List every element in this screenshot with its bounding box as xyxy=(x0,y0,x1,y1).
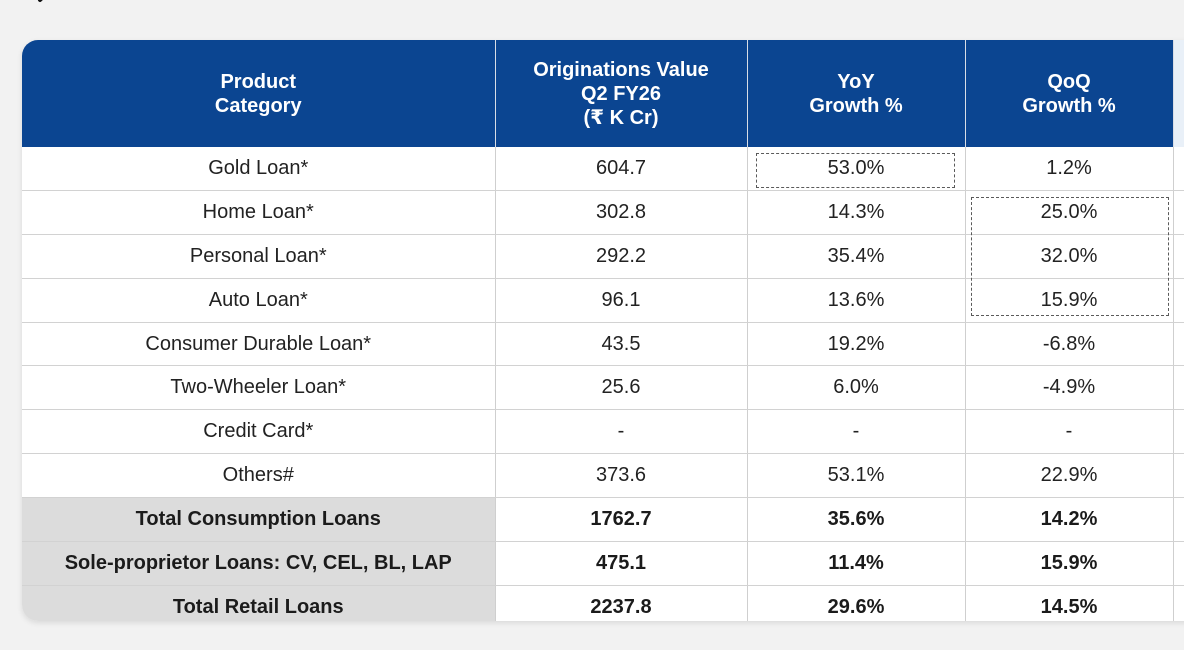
qoq-growth-cell: 15.9% xyxy=(965,278,1174,323)
qoq-growth-cell: 25.0% xyxy=(965,190,1174,235)
qoq-growth-cell: - xyxy=(965,409,1174,455)
table-row: Personal Loan* 292.2 35.4% 32.0% xyxy=(22,234,1184,279)
partial-column-cell xyxy=(1173,365,1184,411)
product-category-cell: Others# xyxy=(22,453,496,499)
originations-value-cell: 1762.7 xyxy=(495,497,748,543)
product-category-cell: Credit Card* xyxy=(22,409,496,455)
yoy-growth-cell: 29.6% xyxy=(747,585,966,621)
qoq-growth-cell: 1.2% xyxy=(965,147,1174,191)
yoy-growth-cell: - xyxy=(747,409,966,455)
header-yoy-growth: YoY Growth % xyxy=(747,40,966,147)
total-row: Sole-proprietor Loans: CV, CEL, BL, LAP … xyxy=(22,541,1184,586)
table-row: Gold Loan* 604.7 53.0% 1.2% xyxy=(22,147,1184,191)
yoy-growth-cell: 6.0% xyxy=(747,365,966,411)
total-label-cell: Total Retail Loans xyxy=(22,585,496,621)
table-row: Home Loan* 302.8 14.3% 25.0% xyxy=(22,190,1184,235)
table-row: Consumer Durable Loan* 43.5 19.2% -6.8% xyxy=(22,322,1184,367)
qoq-growth-cell: -6.8% xyxy=(965,322,1174,367)
originations-value-cell: 302.8 xyxy=(495,190,748,235)
header-product-category: Product Category xyxy=(22,40,496,147)
total-row: Total Retail Loans 2237.8 29.6% 14.5% xyxy=(22,585,1184,621)
product-category-cell: Personal Loan* xyxy=(22,234,496,279)
yoy-growth-cell: 13.6% xyxy=(747,278,966,323)
yoy-growth-cell: 53.1% xyxy=(747,453,966,499)
total-label-cell: Total Consumption Loans xyxy=(22,497,496,543)
yoy-growth-cell: 11.4% xyxy=(747,541,966,586)
back-arrow-icon[interactable] xyxy=(34,0,60,8)
yoy-growth-cell: 35.6% xyxy=(747,497,966,543)
partial-column-cell xyxy=(1173,278,1184,323)
qoq-growth-cell: 15.9% xyxy=(965,541,1174,586)
partial-column-cell xyxy=(1173,541,1184,586)
yoy-growth-cell: 35.4% xyxy=(747,234,966,279)
originations-value-cell: 25.6 xyxy=(495,365,748,411)
yoy-growth-cell: 53.0% xyxy=(747,147,966,191)
partial-column-cell xyxy=(1173,234,1184,279)
header-qoq-growth: QoQ Growth % xyxy=(965,40,1174,147)
table-row: Auto Loan* 96.1 13.6% 15.9% xyxy=(22,278,1184,323)
loan-originations-table: Product Category Originations Value Q2 F… xyxy=(22,40,1184,621)
partial-column-cell xyxy=(1173,147,1184,191)
partial-column-cell xyxy=(1173,322,1184,367)
yoy-growth-cell: 19.2% xyxy=(747,322,966,367)
originations-value-cell: 2237.8 xyxy=(495,585,748,621)
table-row: Others# 373.6 53.1% 22.9% xyxy=(22,453,1184,499)
yoy-growth-cell: 14.3% xyxy=(747,190,966,235)
total-row: Total Consumption Loans 1762.7 35.6% 14.… xyxy=(22,497,1184,543)
qoq-growth-cell: -4.9% xyxy=(965,365,1174,411)
loan-originations-table-card: Product Category Originations Value Q2 F… xyxy=(22,40,1184,621)
partial-column-cell xyxy=(1173,497,1184,543)
partial-column-cell xyxy=(1173,409,1184,455)
product-category-cell: Auto Loan* xyxy=(22,278,496,323)
originations-value-cell: - xyxy=(495,409,748,455)
originations-value-cell: 292.2 xyxy=(495,234,748,279)
product-category-cell: Two-Wheeler Loan* xyxy=(22,365,496,411)
originations-value-cell: 475.1 xyxy=(495,541,748,586)
partial-column-cell xyxy=(1173,585,1184,621)
qoq-growth-cell: 14.2% xyxy=(965,497,1174,543)
header-partial-column xyxy=(1173,40,1184,147)
originations-value-cell: 373.6 xyxy=(495,453,748,499)
product-category-cell: Home Loan* xyxy=(22,190,496,235)
total-label-cell: Sole-proprietor Loans: CV, CEL, BL, LAP xyxy=(22,541,496,586)
originations-value-cell: 43.5 xyxy=(495,322,748,367)
product-category-cell: Gold Loan* xyxy=(22,147,496,191)
table-row: Credit Card* - - - xyxy=(22,409,1184,455)
partial-column-cell xyxy=(1173,453,1184,499)
table-row: Two-Wheeler Loan* 25.6 6.0% -4.9% xyxy=(22,365,1184,411)
originations-value-cell: 96.1 xyxy=(495,278,748,323)
partial-column-cell xyxy=(1173,190,1184,235)
header-originations-value: Originations Value Q2 FY26 (₹ K Cr) xyxy=(495,40,748,147)
originations-value-cell: 604.7 xyxy=(495,147,748,191)
header-row: Product Category Originations Value Q2 F… xyxy=(22,40,1184,147)
qoq-growth-cell: 32.0% xyxy=(965,234,1174,279)
product-category-cell: Consumer Durable Loan* xyxy=(22,322,496,367)
qoq-growth-cell: 22.9% xyxy=(965,453,1174,499)
qoq-growth-cell: 14.5% xyxy=(965,585,1174,621)
